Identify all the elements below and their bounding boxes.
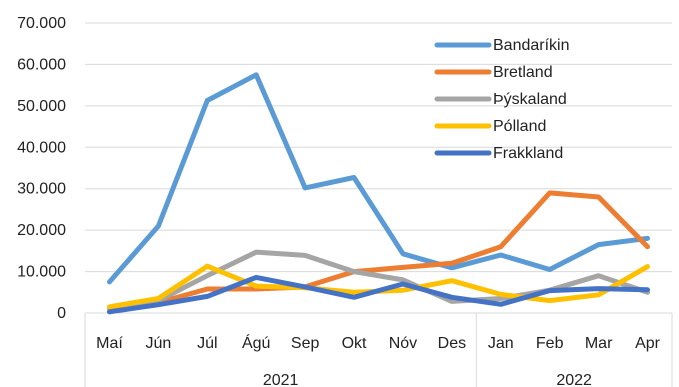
y-tick-label: 60.000 xyxy=(17,56,66,73)
x-axis: Maí Jún Júl Ágú Sep Okt Nóv Des Jan Feb Mar Apr 2021… xyxy=(84,312,673,387)
legend-label: Þýskaland xyxy=(493,91,567,108)
series-line xyxy=(107,274,650,315)
y-tick-label: 70.000 xyxy=(17,15,66,32)
y-tick-label: 50.000 xyxy=(17,98,66,115)
y-tick-label: 0 xyxy=(57,305,66,322)
legend-label: Frakkland xyxy=(493,145,563,162)
x-tick-label: Feb xyxy=(536,335,564,352)
x-tick-label: Júl xyxy=(197,335,217,352)
x-tick-label: Des xyxy=(438,335,466,352)
x-tick-label: Jan xyxy=(488,335,514,352)
y-tick-label: 10.000 xyxy=(17,264,66,281)
x-group-label: 2021 xyxy=(263,372,299,387)
y-tick-label: 20.000 xyxy=(17,222,66,239)
x-tick-label: Ágú xyxy=(242,333,270,352)
y-tick-label: 40.000 xyxy=(17,139,66,156)
x-tick-label: Okt xyxy=(342,335,367,352)
x-tick-label: Mar xyxy=(585,335,613,352)
legend: Bandaríkin Bretland Þýskaland Pólland Frakkl… xyxy=(434,37,570,162)
series-line xyxy=(107,72,650,285)
series-lines xyxy=(107,72,650,315)
legend-label: Bandaríkin xyxy=(493,37,570,54)
gridlines xyxy=(85,22,672,314)
x-tick-label: Nóv xyxy=(389,335,417,352)
series-line xyxy=(107,190,650,315)
x-tick-label: Apr xyxy=(635,335,661,352)
legend-label: Pólland xyxy=(493,118,546,135)
x-group-label: 2022 xyxy=(556,372,592,387)
x-tick-label: Jún xyxy=(145,335,171,352)
y-tick-label: 30.000 xyxy=(17,181,66,198)
legend-label: Bretland xyxy=(493,64,553,81)
x-tick-label: Sep xyxy=(291,335,320,352)
y-axis-tick-labels: 0 10.000 20.000 30.000 40.000 50.000 60.000 70.… xyxy=(17,15,66,322)
x-tick-label: Maí xyxy=(96,335,123,352)
